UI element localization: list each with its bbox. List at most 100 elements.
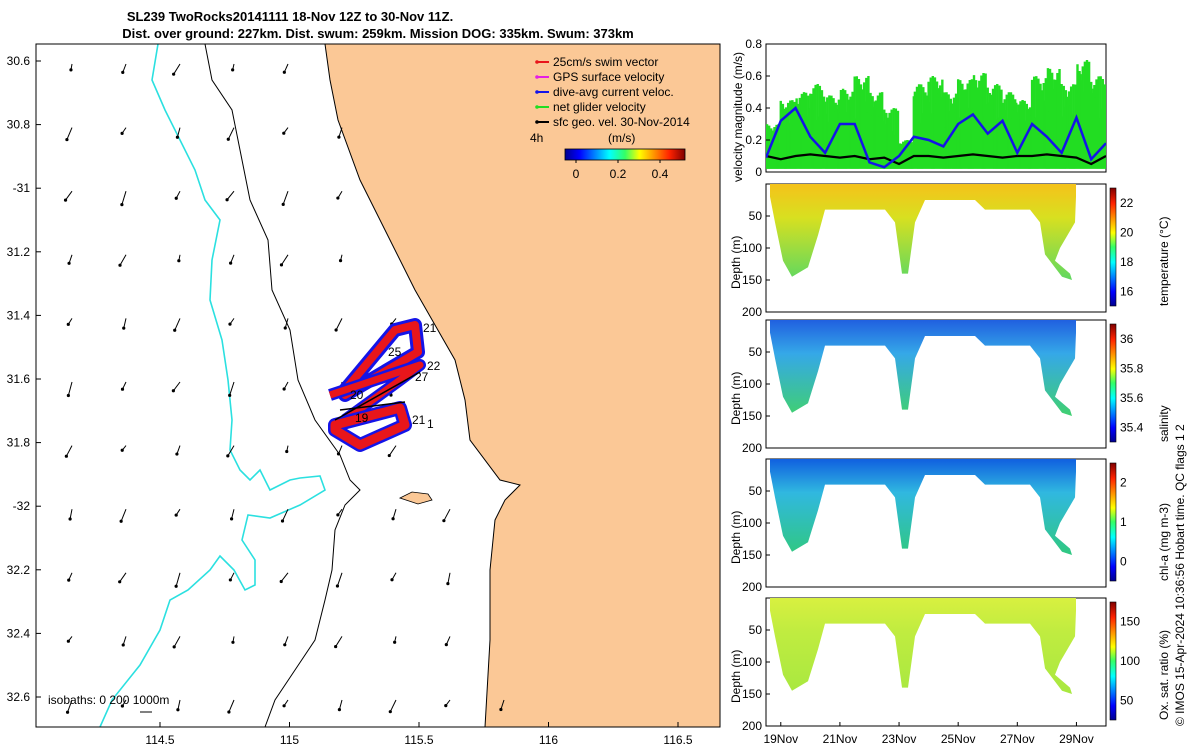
velocity-arrow-head: [393, 640, 397, 644]
velocity-arrow-head: [67, 578, 71, 582]
coastline: [324, 44, 521, 727]
velocity-arrow-head: [280, 519, 285, 523]
velocity-arrow-head: [390, 578, 394, 582]
velocity-arrow: [65, 445, 73, 457]
velocity-arrow: [335, 318, 343, 331]
section-panel: 50 100 150 200 Depth (m) 50 100 150 Ox. sat. rat…: [729, 597, 1171, 733]
velocity-arrow: [443, 508, 451, 521]
velocity-arrow-head: [171, 389, 175, 393]
velocity-arrow-head: [67, 261, 71, 265]
velocity-arrow-head: [337, 135, 341, 139]
time-tick-label: 21Nov: [823, 732, 858, 746]
velocity-arrow: [281, 254, 289, 266]
colorbar: [564, 148, 686, 161]
section-colorbar-tick: 150: [1120, 615, 1140, 629]
section-data: [770, 598, 1076, 694]
section-label: temperature (°C): [1157, 217, 1171, 307]
velocity-arrow-head: [66, 639, 70, 643]
velocity-arrow-head: [281, 202, 285, 206]
velocity-arrow-head: [228, 578, 232, 582]
section-colorbar-tick: 0: [1120, 554, 1127, 568]
velocity-arrow-head: [174, 513, 178, 517]
legend-label: sfc geo. vel. 30-Nov-2014: [553, 115, 690, 129]
depth-tick-label: 50: [749, 623, 763, 637]
velocity-arrow: [173, 63, 181, 75]
velocity-arrow-head: [173, 328, 177, 332]
lat-tick-label: -32: [13, 499, 31, 513]
velocity-arrow-head: [229, 261, 233, 265]
section-colorbar-tick: 22: [1120, 196, 1134, 210]
lat-tick-label: 30.8: [7, 118, 31, 132]
velocity-arrow: [119, 254, 127, 266]
depth-tick-label: 50: [749, 484, 763, 498]
velocity-arrow-head: [175, 135, 180, 139]
track-label: 25: [388, 345, 402, 359]
velocity-arrow: [282, 508, 289, 522]
section-colorbar-tick: 20: [1120, 225, 1134, 239]
velocity-line: [766, 106, 1106, 169]
track-label: 1: [427, 417, 434, 431]
velocity-arrow-head: [499, 707, 503, 712]
velocity-arrow-head: [444, 703, 448, 708]
lon-tick-label: 115.5: [404, 733, 433, 747]
track-label: 21: [423, 321, 437, 335]
velocity-arrow: [227, 127, 235, 140]
velocity-arrow-head: [334, 644, 338, 649]
velocity-arrow: [338, 127, 343, 138]
lon-tick-label: 116: [539, 733, 558, 747]
credit-text: © IMOS 15-Apr-2024 10:36:56 Hobart time.…: [1173, 424, 1187, 726]
time-tick-label: 25Nov: [941, 732, 976, 746]
velocity-tick-label: 0.2: [745, 133, 762, 147]
legend-label: net glider velocity: [553, 100, 646, 114]
depth-tick-label: 200: [742, 441, 762, 455]
track-label: 19: [355, 411, 369, 425]
velocity-arrow-head: [69, 68, 73, 72]
velocity-arrow-head: [120, 448, 124, 452]
track-label: 21: [412, 413, 426, 427]
isobath-1000: [99, 44, 326, 727]
lon-tick-label: 114.5: [145, 733, 174, 747]
velocity-arrow-head: [227, 710, 231, 714]
velocity-arrow-head: [388, 710, 392, 714]
velocity-ylabel: velocity magnitude (m/s): [731, 52, 745, 182]
lat-tick-label: 31.6: [7, 372, 31, 386]
velocity-arrow: [119, 572, 127, 583]
velocity-arrow-head: [387, 453, 391, 458]
section-panel: 50 100 150 200 Depth (m) 0 1 2 chl-a (mg m-3): [729, 458, 1171, 594]
glider-track: [328, 318, 426, 452]
velocity-arrow-head: [120, 387, 125, 391]
velocity-arrow-head: [231, 640, 235, 644]
velocity-arrow-head: [121, 70, 125, 75]
depth-axis-label: Depth (m): [729, 372, 743, 425]
legend-swatch-dot: [535, 105, 539, 109]
velocity-arrow: [176, 127, 181, 138]
colorbar-tick-label: 0.2: [610, 167, 627, 181]
time-tick-label: 29Nov: [1059, 732, 1094, 746]
velocity-arrow: [121, 191, 127, 205]
lat-tick-label: 32.4: [7, 626, 31, 640]
depth-tick-label: 100: [742, 655, 762, 669]
lat-tick-label: 30.6: [7, 54, 31, 68]
title-line2: Dist. over ground: 227km. Dist. swum: 25…: [122, 26, 634, 41]
velocity-arrow-head: [228, 322, 232, 326]
velocity-arrow-head: [120, 131, 124, 136]
section-colorbar: [1109, 601, 1117, 721]
velocity-arrow-head: [279, 263, 284, 267]
depth-tick-label: 150: [742, 687, 762, 701]
velocity-arrow-head: [391, 517, 395, 521]
velocity-arrow-head: [335, 584, 340, 588]
section-colorbar-tick: 18: [1120, 255, 1134, 269]
velocity-tick-label: 0.8: [745, 37, 762, 51]
section-data: [770, 320, 1076, 416]
section-panel: 50 100 150 200 Depth (m) 16 18 20 22 temperature …: [729, 183, 1171, 319]
geo-velocity-arrows: [63, 63, 505, 714]
velocity-arrow-head: [119, 519, 123, 523]
legend-swatch-dot: [535, 60, 539, 64]
velocity-arrow: [65, 190, 73, 201]
lon-tick-label: 116.5: [663, 733, 692, 747]
velocity-arrow-head: [282, 131, 286, 135]
velocity-arrow-head: [442, 519, 446, 523]
depth-tick-label: 150: [742, 548, 762, 562]
